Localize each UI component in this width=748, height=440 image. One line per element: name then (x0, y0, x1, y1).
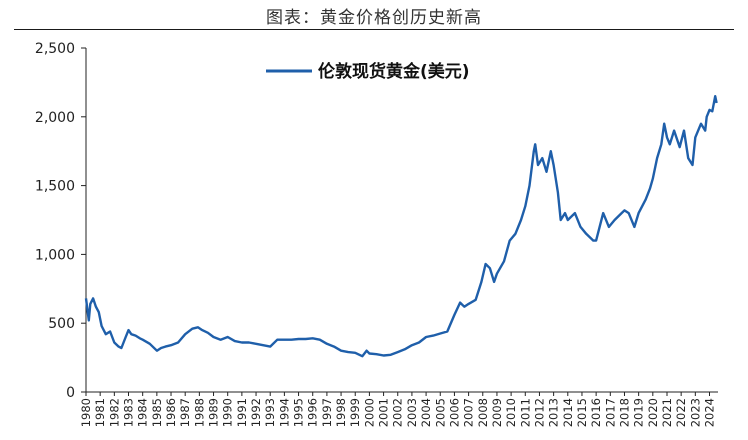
x-tick-label: 1982 (107, 398, 121, 427)
x-tick-label: 1988 (192, 398, 206, 427)
x-tick-label: 2019 (632, 398, 646, 427)
x-tick-label: 2018 (617, 398, 631, 427)
x-tick-label: 2004 (419, 398, 433, 427)
y-tick-label: 500 (48, 316, 75, 332)
chart-title: 图表：黄金价格创历史新高 (266, 8, 482, 28)
x-tick-label: 2015 (575, 398, 589, 427)
x-tick-label: 2009 (490, 398, 504, 427)
x-tick-label: 1994 (277, 398, 291, 427)
x-tick-label: 2003 (405, 398, 419, 427)
y-tick-label: 2,000 (35, 110, 75, 126)
y-axis: 0 500 1,000 1,500 2,000 2,500 (35, 41, 87, 401)
x-tick-label: 2024 (702, 398, 716, 427)
x-tick-label: 1991 (235, 398, 249, 427)
x-tick-label: 2000 (362, 398, 376, 427)
x-tick-label: 2005 (433, 398, 447, 427)
x-axis: 1980 1981 1982 1983 1984 1985 1986 1987 1988 1989… (79, 391, 718, 427)
x-tick-label: 2020 (646, 398, 660, 427)
x-tick-label: 1996 (306, 398, 320, 427)
x-tick-label: 1980 (79, 398, 93, 427)
x-tick-label: 1984 (136, 398, 150, 427)
x-tick-label: 1986 (164, 398, 178, 427)
x-tick-label: 2001 (377, 398, 391, 427)
x-tick-label: 1997 (320, 398, 334, 427)
x-tick-label: 1993 (263, 398, 277, 427)
x-tick-label: 1998 (334, 398, 348, 427)
y-tick-label: 0 (66, 385, 75, 401)
x-tick-label: 1985 (150, 398, 164, 427)
y-tick-label: 2,500 (35, 41, 75, 57)
x-tick-label: 1999 (348, 398, 362, 427)
x-tick-label: 2017 (603, 398, 617, 427)
x-tick-label: 2008 (476, 398, 490, 427)
y-tick-label: 1,000 (35, 247, 75, 263)
x-tick-label: 2012 (532, 398, 546, 427)
x-tick-label: 2007 (462, 398, 476, 427)
x-tick-label: 2016 (589, 398, 603, 427)
x-tick-label: 2022 (674, 398, 688, 427)
x-tick-label: 1987 (178, 398, 192, 427)
x-tick-label: 1992 (249, 398, 263, 427)
title-divider (14, 29, 734, 30)
y-tick-label: 1,500 (35, 179, 75, 195)
x-tick-label: 2021 (660, 398, 674, 427)
x-tick-label: 2002 (391, 398, 405, 427)
x-tick-label: 2014 (561, 398, 575, 427)
x-tick-label: 2010 (504, 398, 518, 427)
x-tick-label: 1990 (221, 398, 235, 427)
x-tick-label: 1995 (292, 398, 306, 427)
x-tick-label: 2006 (447, 398, 461, 427)
x-tick-label: 1981 (93, 398, 107, 427)
series-layer (84, 95, 718, 358)
x-tick-label: 2011 (518, 398, 532, 427)
x-tick-label: 2023 (688, 398, 702, 427)
x-tick-label: 1983 (122, 398, 136, 427)
legend-label: 伦敦现货黄金(美元) (318, 61, 470, 82)
x-tick-label: 2013 (547, 398, 561, 427)
series-line-london-gold (84, 95, 718, 358)
x-tick-label: 1989 (207, 398, 221, 427)
legend: 伦敦现货黄金(美元) (266, 61, 470, 82)
